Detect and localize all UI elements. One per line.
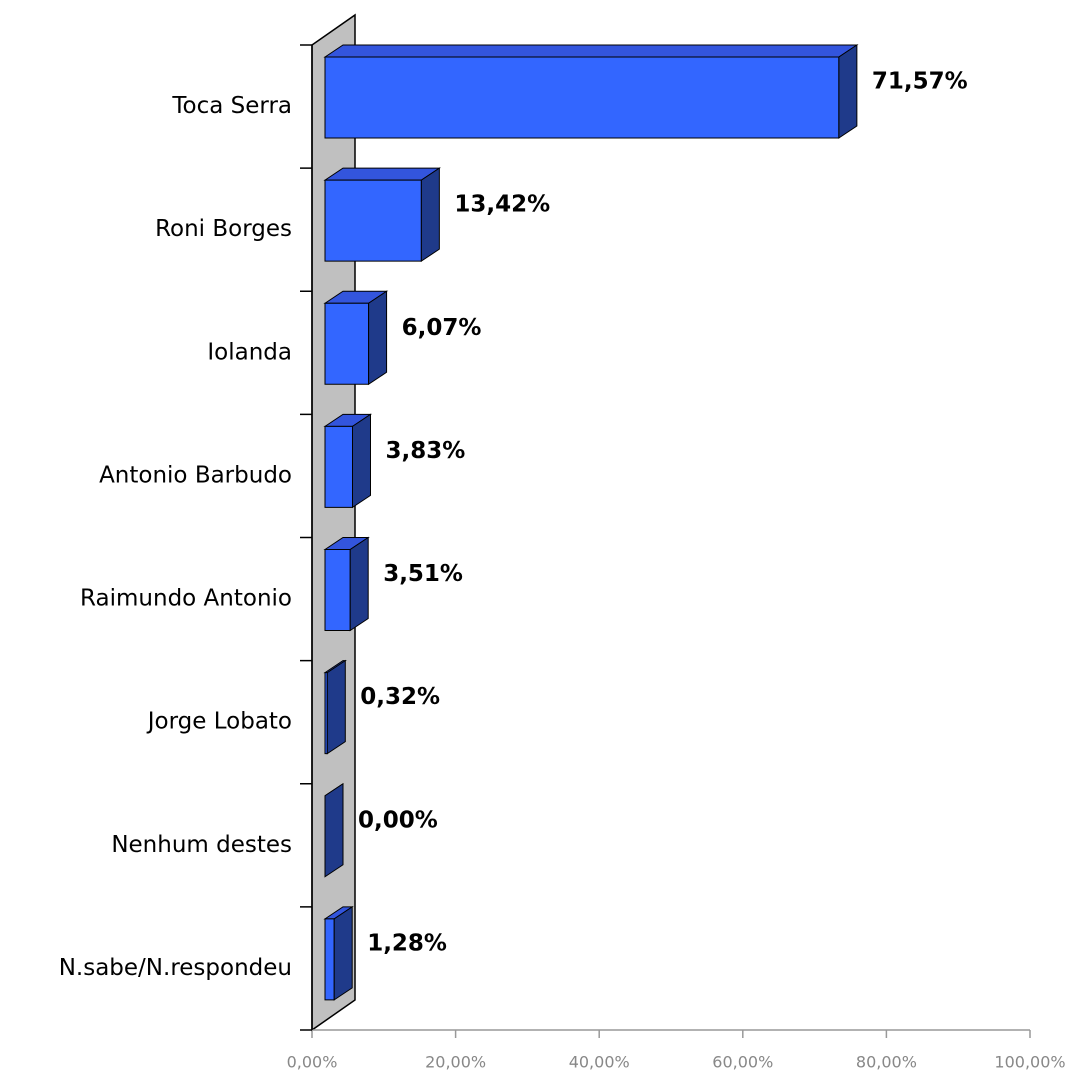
bar-front [324,425,353,508]
value-label: 71,57% [872,69,968,95]
category-label: Antonio Barbudo [99,462,292,488]
bar-side [838,44,858,139]
bar [323,413,373,509]
value-label: 1,28% [367,930,447,956]
bar-side [326,659,346,755]
x-tick-label: 40,00% [569,1053,630,1072]
bar [323,167,442,263]
bar [324,782,344,878]
bar-front [324,918,335,1001]
bar-side [324,782,344,878]
bar-front [324,302,370,385]
bar [323,536,370,632]
bar-front [324,179,422,262]
bar-side [420,167,440,263]
bar-front [324,549,351,631]
bar [323,290,389,386]
bar [323,44,859,139]
value-label: 0,00% [358,807,438,833]
category-label: Roni Borges [155,216,292,242]
wall [311,13,356,1032]
category-label: Nenhum destes [111,832,292,858]
bar-side [333,905,353,1001]
x-tick-label: 20,00% [425,1053,486,1072]
category-label: Iolanda [207,339,292,365]
value-label: 6,07% [402,315,482,341]
bar [323,659,347,755]
value-label: 13,42% [454,192,550,218]
x-tick-label: 60,00% [712,1053,773,1072]
bar-side [349,536,369,632]
bar-side [351,413,371,509]
value-label: 0,32% [360,684,440,710]
category-label: Toca Serra [171,93,292,119]
category-label: Jorge Lobato [146,709,292,735]
x-tick-label: 100,00% [994,1053,1065,1072]
bar-top [323,44,859,58]
bar-front [324,56,840,139]
x-tick-label: 80,00% [856,1053,917,1072]
x-tick-label: 0,00% [287,1053,338,1072]
bar-side [368,290,388,386]
category-label: Raimundo Antonio [80,586,292,612]
bar-top [323,167,442,181]
value-label: 3,83% [385,438,465,464]
value-label: 3,51% [383,561,463,587]
bar [323,905,354,1001]
category-label: N.sabe/N.respondeu [59,955,292,981]
